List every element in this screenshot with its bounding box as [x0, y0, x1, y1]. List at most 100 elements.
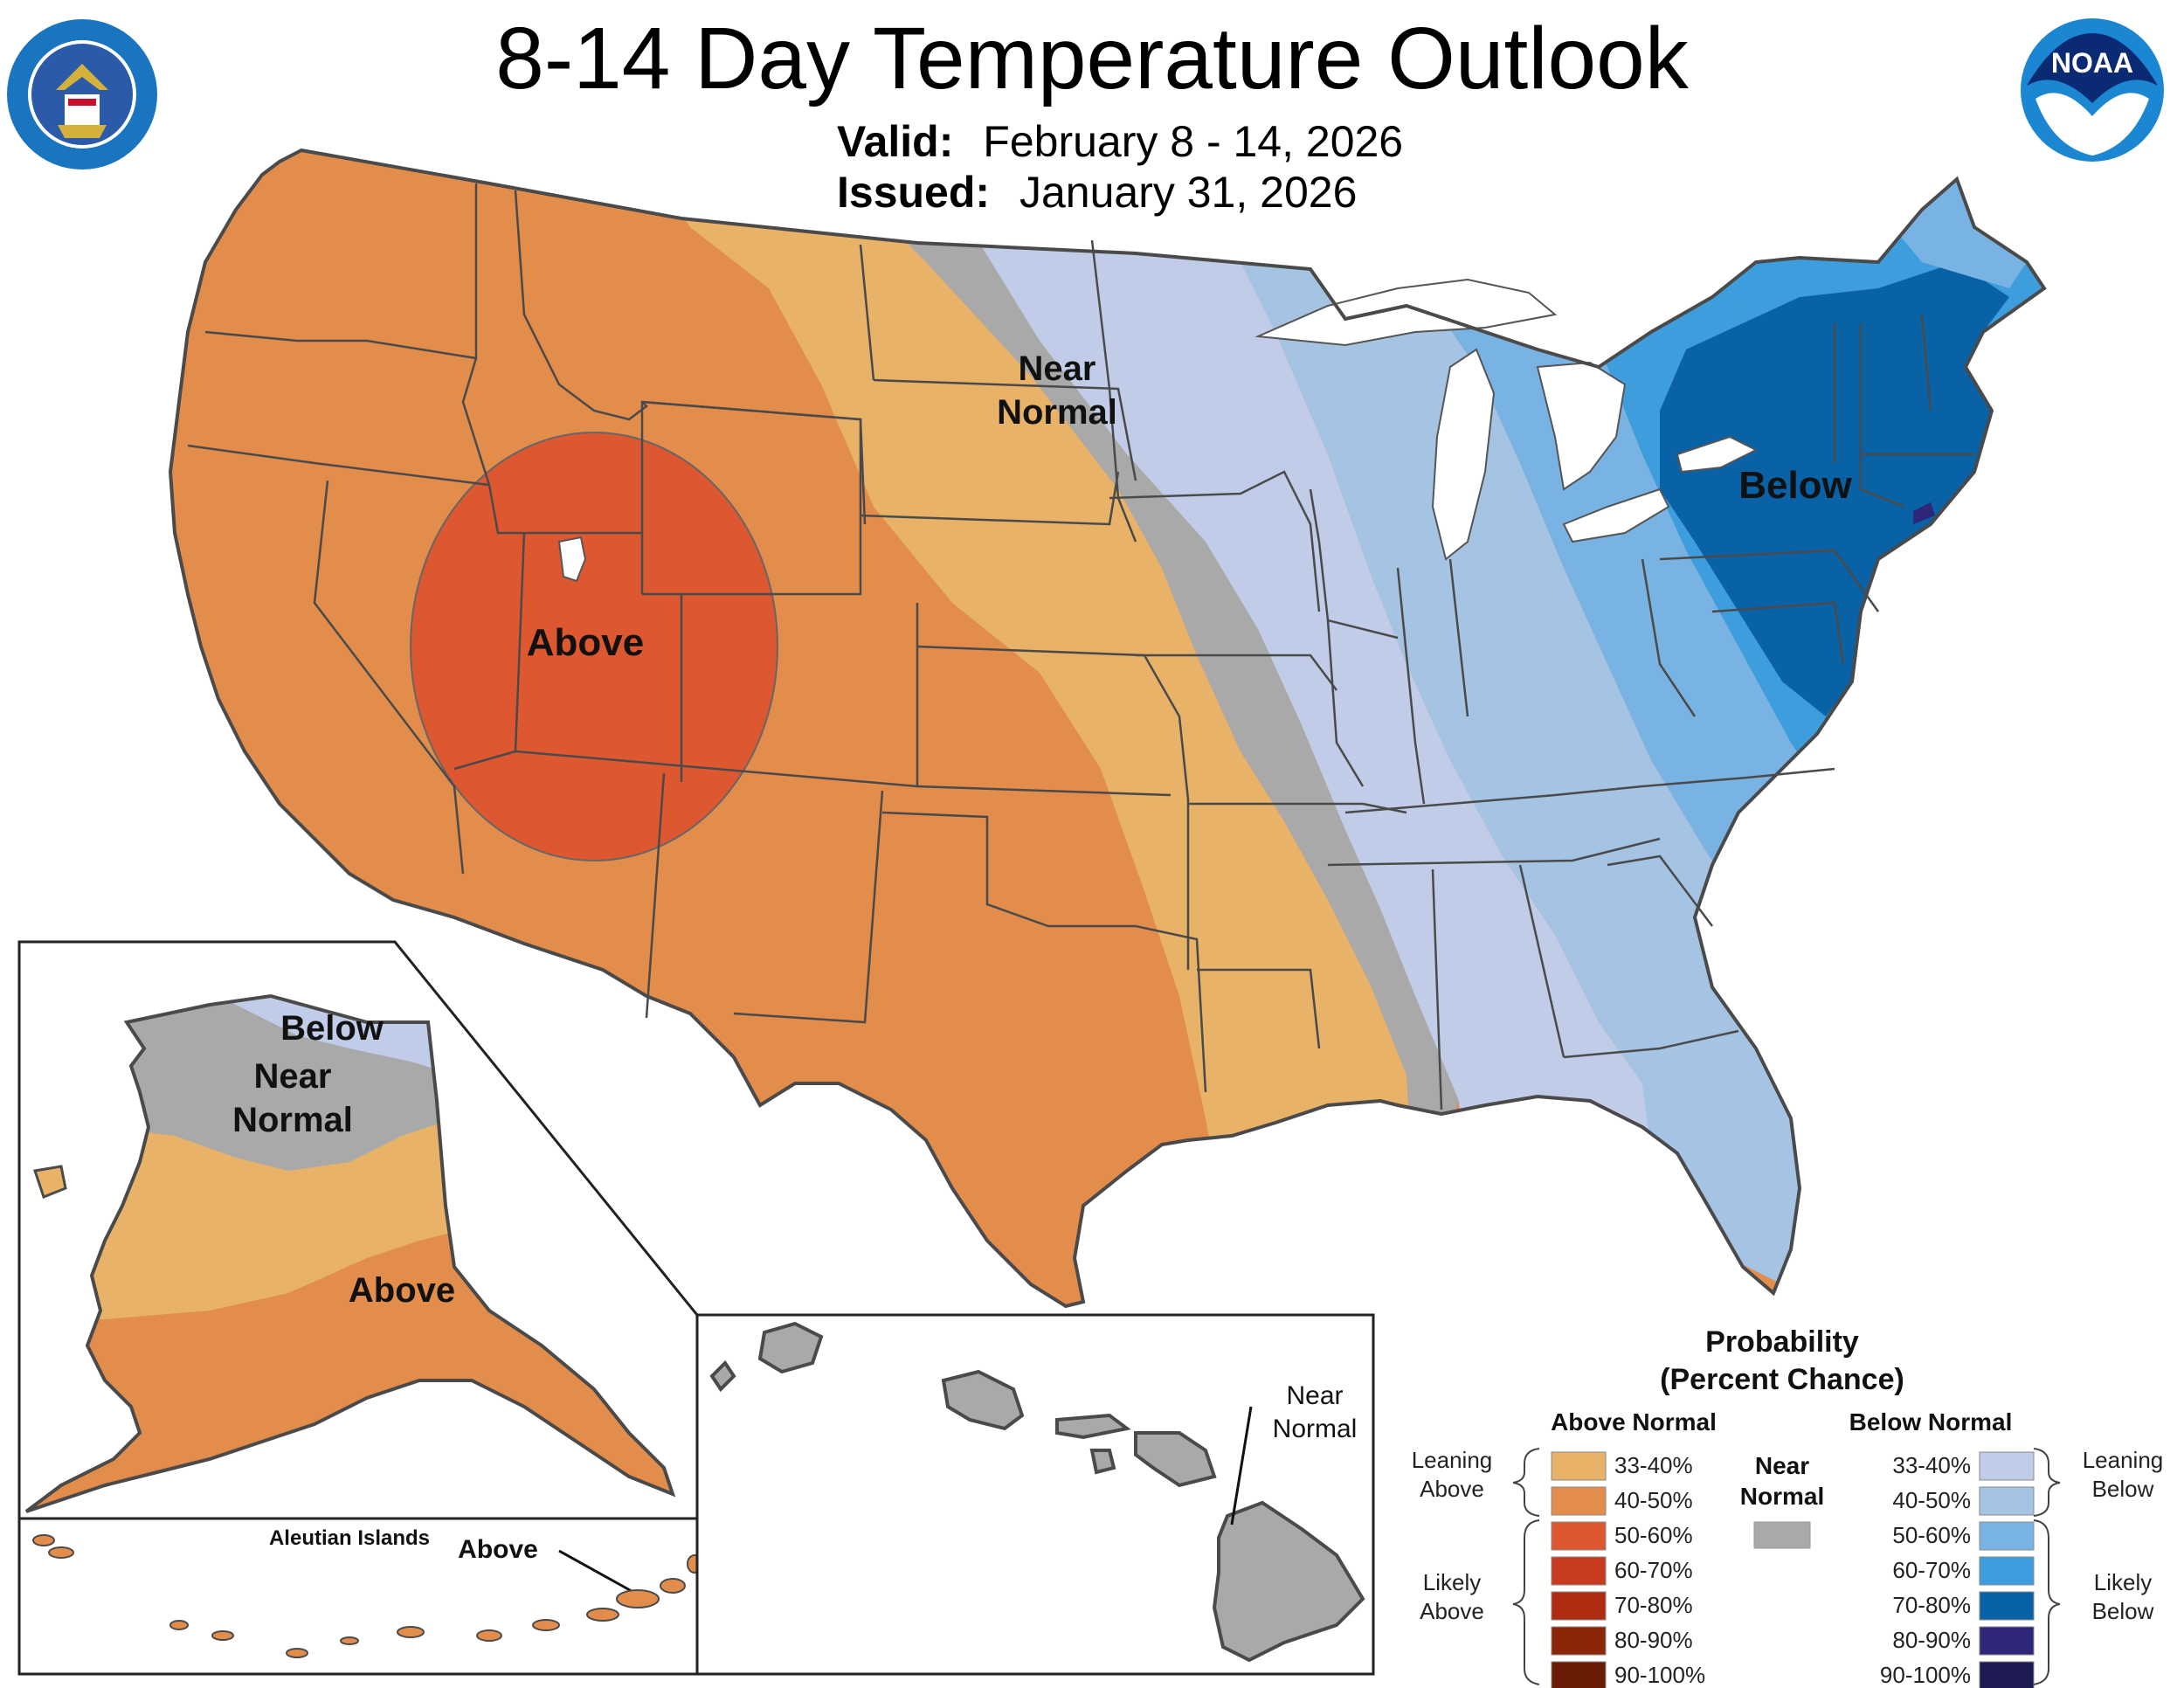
below-legend-swatch-6: [1979, 1626, 2035, 1656]
above-legend-swatch-4: [1551, 1556, 1607, 1586]
north-dakota-south: [873, 378, 1137, 481]
legend-below-header: Below Normal: [1849, 1408, 2013, 1435]
california-nevada-border: [313, 480, 465, 875]
band-below-33-40: [952, 218, 1660, 1223]
above-legend-swatch-5: [1551, 1591, 1607, 1621]
hawaii-near-label-line1: Near: [1286, 1381, 1343, 1410]
nebraska-north: [860, 471, 1120, 526]
above-legend-swatch-2: [1551, 1486, 1607, 1516]
aleutian-island: [532, 1619, 560, 1631]
below-legend-swatch-7: [1979, 1661, 2035, 1688]
above-legend-label-6: 80-90%: [1614, 1627, 1693, 1653]
tennessee-south: [1327, 837, 1661, 867]
above-legend-label-7: 90-100%: [1614, 1662, 1705, 1688]
wisconsin-illinois: [1309, 488, 1399, 640]
aleutian-inset-frame: [17, 1517, 699, 1676]
likely-above-label-line2: Above: [1420, 1598, 1484, 1624]
newmexico-texas-west: [733, 790, 884, 1024]
aleutian-island: [476, 1629, 502, 1642]
ohio-pennsylvania: [1641, 558, 1697, 717]
aleutian-island: [286, 1648, 308, 1658]
page-title: 8-14 Day Temperature Outlook: [495, 10, 1689, 107]
georgia-southcarolina: [1607, 854, 1713, 927]
wyoming-border: [641, 400, 862, 596]
hawaii-inset-frame: [695, 1313, 1375, 1676]
above-legend-swatch-7: [1551, 1661, 1607, 1688]
maine-newhampshire: [1920, 314, 1932, 412]
conus-near-label-line1: Near: [1019, 349, 1096, 388]
alaska-below-label: Below: [280, 1009, 384, 1048]
aleutian-island: [32, 1534, 55, 1546]
below-legend-swatch-1: [1979, 1451, 2035, 1481]
oahu-island: [941, 1369, 1025, 1431]
indiana-ohio: [1448, 558, 1469, 717]
above-legend-swatch-1: [1551, 1451, 1607, 1481]
washington-oregon-border: [204, 330, 477, 360]
idaho-montana-border: [514, 190, 648, 421]
arizona-newmexico: [645, 772, 666, 1019]
above-legend-label-1: 33-40%: [1614, 1452, 1693, 1478]
lake-erie: [1562, 488, 1670, 543]
aleutian-island: [340, 1636, 359, 1645]
likely-above-label-line1: Likely: [1423, 1569, 1481, 1595]
iowa-missouri: [1136, 654, 1337, 691]
colorado-kansas: [916, 603, 1171, 797]
alaska-above-label: Above: [349, 1271, 455, 1310]
big-island: [1212, 1500, 1365, 1663]
alaska-near-label-line2: Normal: [232, 1101, 353, 1139]
vermont-newhampshire: [1859, 323, 1905, 508]
texas-oklahoma: [881, 811, 1207, 1093]
likely-above-brace: [1512, 1519, 1540, 1685]
state-boundaries: [187, 183, 1974, 1110]
leaning-below-label-line1: Leaning: [2083, 1447, 2164, 1473]
alaska-outline: [24, 993, 676, 1513]
likely-below-label-line1: Likely: [2094, 1569, 2152, 1595]
lake-michigan: [1431, 348, 1496, 561]
above-legend-swatch-6: [1551, 1626, 1607, 1656]
conus-outline: [168, 148, 2047, 1309]
noaa-logo-icon: NOAA: [2021, 18, 2164, 162]
legend-title-line2: (Percent Chance): [1660, 1363, 1904, 1396]
maui-island: [1134, 1431, 1217, 1488]
above-legend-label-2: 40-50%: [1614, 1487, 1693, 1513]
legend: Probability (Percent Chance) Above Norma…: [1412, 1325, 2164, 1688]
four-corners-line: [515, 750, 918, 788]
band-above-50-60: [410, 432, 778, 861]
aleutian-island: [48, 1546, 74, 1559]
alaska-island: [33, 1165, 67, 1199]
below-legend-swatch-4: [1979, 1556, 2035, 1586]
molokai-island: [1055, 1413, 1131, 1440]
hawaii-near-label-line2: Normal: [1273, 1415, 1358, 1443]
above-legend-label-5: 70-80%: [1614, 1592, 1693, 1618]
below-legend-label-4: 60-70%: [1892, 1557, 1971, 1583]
great-lakes: [557, 278, 1759, 583]
lanai-island: [1089, 1449, 1116, 1475]
band-above-33-40: [655, 175, 1415, 1306]
aleutian-island: [616, 1589, 660, 1608]
oregon-california-border: [187, 444, 490, 487]
leaning-above-label-line1: Leaning: [1412, 1447, 1493, 1473]
below-legend-label-7: 90-100%: [1880, 1662, 1971, 1688]
band-below-70-80: [1660, 262, 2009, 716]
below-legend-label-6: 80-90%: [1892, 1627, 1971, 1653]
below-legend-label-3: 50-60%: [1892, 1522, 1971, 1548]
likely-below-brace: [2033, 1519, 2061, 1685]
below-legend-swatch-5: [1979, 1591, 2035, 1621]
department-of-commerce-seal-icon: [7, 19, 157, 169]
hawaii-leader-line: [1230, 1406, 1253, 1525]
aleutian-above-label: Above: [458, 1535, 538, 1564]
issued-label: Issued:: [837, 168, 991, 217]
alaska-near-label-line1: Near: [254, 1057, 332, 1096]
conus-near-label-line2: Normal: [997, 393, 1117, 432]
nebraska-kansas: [916, 645, 1190, 800]
lake-ontario: [1676, 435, 1759, 474]
valid-label: Valid:: [837, 117, 954, 166]
aleutian-island: [397, 1626, 425, 1638]
niihau-island: [709, 1359, 736, 1393]
legend-above-rows: 33-40% 40-50% 50-60% 60-70% 70-80% 80-90% 90-1…: [1551, 1451, 1705, 1688]
kauai-island: [757, 1321, 824, 1374]
nevada-utah-north: [487, 484, 642, 535]
valid-value: February 8 - 14, 2026: [983, 117, 1404, 166]
likely-below-label-line2: Below: [2092, 1598, 2154, 1624]
